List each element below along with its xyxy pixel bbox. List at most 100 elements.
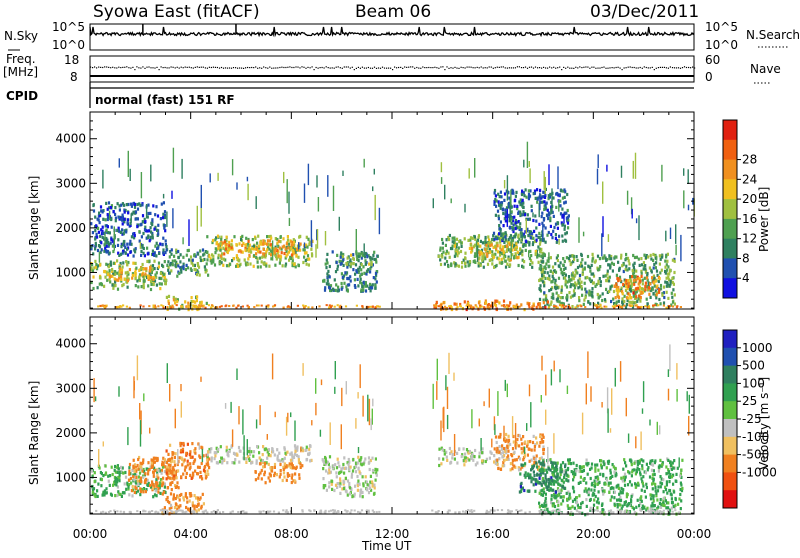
data-cell	[153, 260, 155, 263]
data-streak	[364, 243, 365, 255]
data-cell	[173, 471, 175, 474]
data-cell	[568, 291, 570, 294]
data-cell	[470, 243, 472, 246]
data-cell	[257, 235, 259, 238]
data-cell	[355, 465, 357, 468]
data-cell	[506, 248, 508, 251]
data-cell	[644, 288, 646, 291]
data-cell	[361, 463, 363, 466]
data-cell	[135, 284, 137, 287]
data-cell	[140, 223, 142, 226]
data-cell	[339, 477, 341, 480]
data-cell	[540, 265, 542, 268]
data-cell	[132, 485, 134, 488]
data-cell	[123, 218, 125, 221]
data-cell	[597, 497, 599, 500]
data-cell	[460, 242, 462, 245]
data-cell	[573, 294, 575, 297]
data-cell	[371, 263, 373, 266]
data-cell	[268, 448, 270, 451]
data-cell	[131, 494, 133, 497]
data-cell	[503, 241, 505, 244]
data-cell	[119, 270, 121, 273]
data-cell	[556, 298, 558, 301]
data-cell	[669, 269, 671, 272]
data-cell	[209, 450, 211, 453]
data-cell	[128, 470, 130, 473]
data-cell	[664, 266, 666, 269]
data-cell	[515, 227, 517, 230]
data-cell	[291, 477, 293, 480]
data-streak	[163, 194, 164, 199]
data-cell	[284, 264, 286, 267]
data-cell	[448, 238, 450, 241]
data-streak	[551, 188, 552, 213]
nave-dot	[253, 67, 254, 68]
data-cell	[265, 250, 267, 253]
data-cell	[653, 281, 655, 284]
data-cell	[539, 284, 541, 287]
data-cell	[605, 259, 607, 262]
data-cell	[119, 471, 121, 474]
data-cell	[446, 250, 448, 253]
data-cell	[584, 306, 586, 308]
data-cell	[513, 451, 515, 454]
data-cell	[269, 466, 271, 469]
data-cell	[325, 266, 327, 269]
data-streak	[131, 213, 132, 223]
data-cell	[537, 303, 539, 306]
data-cell	[464, 265, 466, 268]
data-cell	[562, 240, 564, 243]
data-cell	[497, 244, 499, 247]
data-cell	[226, 446, 228, 449]
data-cell	[617, 279, 619, 282]
nave-dot	[549, 67, 550, 68]
data-cell	[150, 236, 152, 239]
data-cell	[331, 488, 333, 491]
data-streak	[182, 237, 183, 244]
data-cell	[481, 459, 483, 462]
data-cell	[519, 222, 521, 225]
data-cell	[581, 254, 583, 257]
data-cell	[257, 249, 259, 252]
data-cell	[274, 453, 276, 456]
data-cell	[145, 490, 147, 493]
data-streak	[287, 179, 288, 203]
data-cell	[94, 471, 96, 474]
data-cell	[633, 507, 635, 510]
nave-dot	[362, 67, 363, 68]
data-cell	[672, 288, 674, 291]
data-cell	[446, 456, 448, 459]
data-cell	[304, 306, 306, 308]
data-cell	[182, 256, 184, 259]
data-cell	[196, 509, 198, 512]
data-cell	[458, 251, 460, 254]
data-cell	[436, 301, 438, 304]
data-cell	[635, 270, 637, 273]
data-cell	[581, 258, 583, 261]
data-cell	[499, 261, 501, 264]
data-cell	[552, 271, 554, 274]
data-cell	[454, 302, 456, 305]
data-cell	[633, 283, 635, 286]
data-cell	[452, 240, 454, 243]
data-cell	[515, 221, 517, 224]
data-cell	[127, 211, 129, 214]
data-cell	[124, 211, 126, 214]
data-cell	[614, 503, 616, 506]
data-cell	[247, 455, 249, 458]
data-cell	[344, 271, 346, 274]
data-streak	[146, 204, 147, 219]
nave-dot	[497, 67, 498, 68]
data-cell	[373, 276, 375, 279]
data-cell	[522, 458, 524, 461]
data-cell	[577, 266, 579, 269]
data-cell	[91, 470, 93, 473]
data-cell	[528, 241, 530, 244]
nave-dot	[650, 67, 651, 68]
data-cell	[190, 255, 192, 258]
data-cell	[253, 450, 255, 453]
data-cell	[117, 279, 119, 282]
data-cell	[519, 434, 521, 437]
beam-title: Beam 06	[355, 2, 431, 22]
